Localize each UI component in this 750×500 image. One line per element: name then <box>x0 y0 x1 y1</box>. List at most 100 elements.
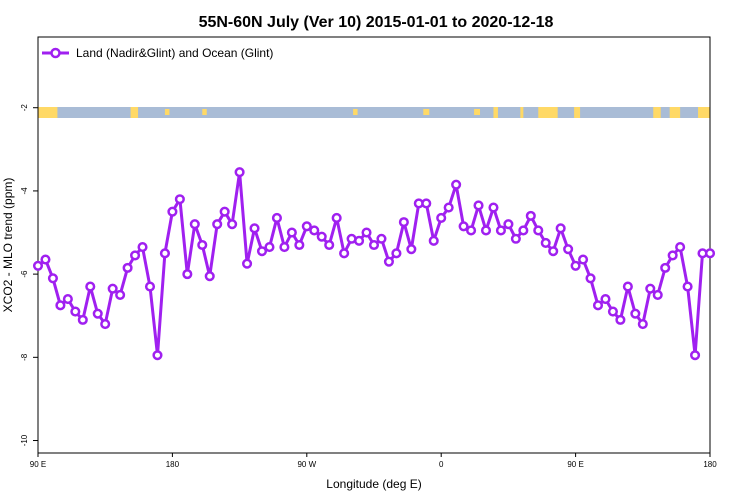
data-point <box>234 167 245 178</box>
data-point <box>682 281 693 292</box>
data-point <box>458 221 469 232</box>
data-point <box>212 219 223 230</box>
data-point <box>652 289 663 300</box>
island-segment <box>353 109 358 115</box>
plot-frame <box>37 36 711 454</box>
data-point <box>503 219 514 230</box>
data-point <box>540 237 551 248</box>
land-ocean-strip <box>38 107 710 118</box>
data-point <box>107 283 118 294</box>
data-point <box>294 239 305 251</box>
y-axis: -2 -4 -6 -8 -10 <box>20 104 38 446</box>
data-point <box>122 262 133 273</box>
ocean-segment <box>580 107 654 118</box>
data-point <box>690 350 701 361</box>
island-segment <box>474 109 481 115</box>
chart-title: 55N-60N July (Ver 10) 2015-01-01 to 2020… <box>199 14 554 31</box>
data-point <box>144 281 156 292</box>
x-axis: 90 E 180 90 W 0 90 E 180 <box>30 453 717 469</box>
data-point <box>62 294 73 305</box>
data-point <box>309 225 320 236</box>
data-point <box>376 233 387 244</box>
data-point <box>675 242 686 253</box>
data-point <box>555 223 566 234</box>
data-point <box>704 248 716 259</box>
y-tick-label: -4 <box>20 187 29 195</box>
data-point <box>354 235 365 246</box>
x-tick-label: 180 <box>703 460 717 469</box>
y-tick-label: -10 <box>20 434 29 446</box>
island-segment <box>202 109 207 115</box>
data-point <box>667 250 678 261</box>
data-point <box>32 260 44 271</box>
ocean-segment <box>138 107 494 118</box>
data-point <box>242 258 253 269</box>
ocean-segment <box>680 107 699 118</box>
data-point <box>159 248 170 259</box>
data-point <box>182 269 193 280</box>
ocean-segment <box>660 107 670 118</box>
data-point <box>451 179 462 190</box>
series-layer <box>32 167 716 361</box>
ocean-segment <box>497 107 521 118</box>
x-tick-label: 0 <box>439 460 444 469</box>
data-point <box>630 308 641 319</box>
data-point <box>495 225 506 236</box>
x-tick-label: 180 <box>166 460 180 469</box>
ocean-segment <box>57 107 131 118</box>
data-point <box>518 225 529 236</box>
data-point <box>55 300 66 311</box>
data-point <box>115 289 126 300</box>
data-point <box>383 256 394 267</box>
data-point <box>219 206 230 217</box>
data-point <box>339 248 350 259</box>
ocean-segment <box>557 107 575 118</box>
y-tick-label: -6 <box>20 270 29 278</box>
data-point <box>167 206 178 217</box>
data-point <box>548 246 559 257</box>
series-line <box>37 170 710 357</box>
x-tick-label: 90 E <box>567 460 583 469</box>
data-point <box>592 300 604 311</box>
y-tick-label: -2 <box>20 104 29 112</box>
x-tick-label: 90 E <box>30 460 46 469</box>
data-point <box>40 254 51 265</box>
data-point <box>286 227 297 238</box>
data-point <box>227 219 238 230</box>
data-point <box>197 239 208 251</box>
data-point <box>488 202 499 213</box>
y-tick-label: -8 <box>20 353 29 361</box>
data-point <box>130 250 141 261</box>
ocean-segment <box>523 107 539 118</box>
data-point <box>249 223 260 234</box>
data-point <box>622 281 633 292</box>
data-point <box>398 217 409 228</box>
data-point <box>525 210 536 221</box>
data-point <box>264 242 275 253</box>
y-axis-label: XCO2 - MLO trend (ppm) <box>1 178 15 313</box>
data-point <box>70 306 81 317</box>
data-point <box>85 281 96 292</box>
data-point <box>271 212 282 224</box>
x-tick-label: 90 W <box>297 460 316 469</box>
data-point <box>279 242 290 253</box>
data-point <box>660 262 671 273</box>
data-point <box>331 212 342 224</box>
data-point <box>391 248 402 259</box>
data-point <box>585 273 596 284</box>
data-point <box>421 198 432 209</box>
data-point <box>578 254 589 265</box>
data-point <box>466 225 477 236</box>
data-point <box>428 235 439 246</box>
data-point <box>92 308 103 319</box>
data-point <box>615 314 626 325</box>
data-point <box>607 306 618 317</box>
legend-label: Land (Nadir&Glint) and Ocean (Glint) <box>76 46 273 60</box>
data-point <box>324 239 335 251</box>
data-point <box>301 221 312 232</box>
island-segment <box>423 109 430 115</box>
data-point <box>100 318 111 330</box>
legend: Land (Nadir&Glint) and Ocean (Glint) <box>42 46 273 60</box>
data-point <box>563 244 574 255</box>
